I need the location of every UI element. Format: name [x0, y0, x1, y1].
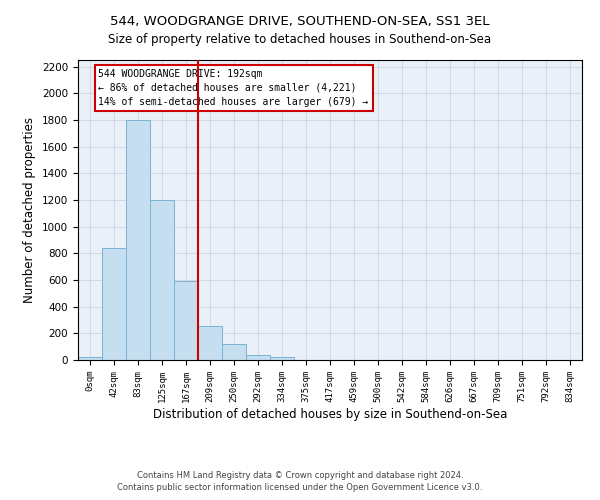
- Bar: [246, 354, 270, 360]
- Bar: [198, 326, 222, 360]
- Bar: [126, 120, 150, 360]
- X-axis label: Distribution of detached houses by size in Southend-on-Sea: Distribution of detached houses by size …: [153, 408, 507, 420]
- Text: Size of property relative to detached houses in Southend-on-Sea: Size of property relative to detached ho…: [109, 32, 491, 46]
- Bar: [174, 282, 198, 360]
- Y-axis label: Number of detached properties: Number of detached properties: [23, 117, 37, 303]
- Bar: [150, 200, 174, 360]
- Text: 544 WOODGRANGE DRIVE: 192sqm
← 86% of detached houses are smaller (4,221)
14% of: 544 WOODGRANGE DRIVE: 192sqm ← 86% of de…: [98, 68, 368, 106]
- Bar: [270, 358, 294, 360]
- Bar: [78, 356, 102, 360]
- Text: 544, WOODGRANGE DRIVE, SOUTHEND-ON-SEA, SS1 3EL: 544, WOODGRANGE DRIVE, SOUTHEND-ON-SEA, …: [110, 15, 490, 28]
- Bar: [222, 344, 246, 360]
- Text: Contains HM Land Registry data © Crown copyright and database right 2024.
Contai: Contains HM Land Registry data © Crown c…: [118, 471, 482, 492]
- Bar: [102, 248, 126, 360]
